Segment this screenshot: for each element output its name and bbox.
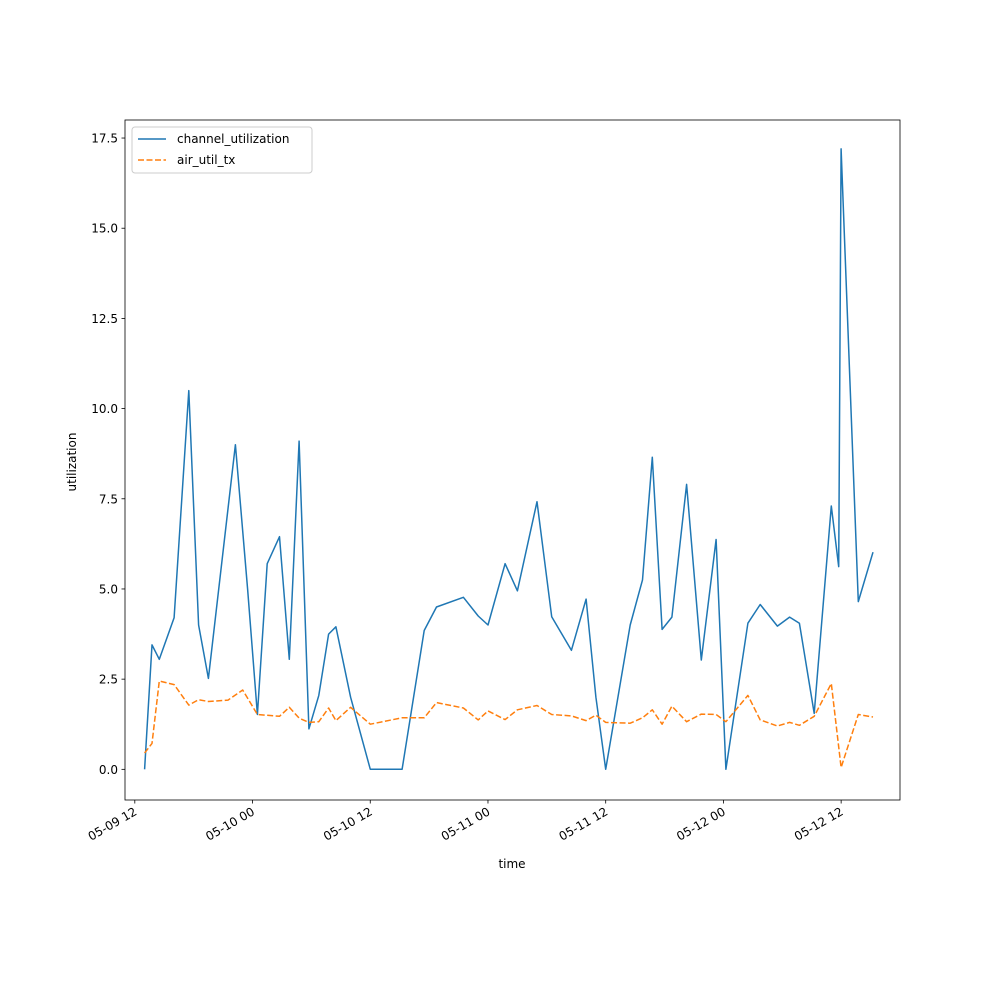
series-group [143,148,874,771]
y-axis-label: utilization [65,433,79,492]
y-tick-label: 5.0 [99,582,118,596]
y-tick-label: 15.0 [91,222,118,236]
y-tick-label: 10.0 [91,402,118,416]
series-line-air-util-tx [144,680,874,769]
series-line-channel-utilization [143,148,874,771]
y-tick-label: 0.0 [99,763,118,777]
legend-label-air-util-tx: air_util_tx [177,153,235,167]
legend-label-channel-utilization: channel_utilization [177,132,289,146]
legend: channel_utilization air_util_tx [131,126,313,174]
legend-box [131,126,313,174]
axes-frame [124,119,901,801]
x-axis-label: time [498,857,525,871]
y-tick-label: 17.5 [91,132,118,146]
y-tick-label: 12.5 [91,312,118,326]
y-tick-label: 7.5 [99,492,118,506]
y-tick-label: 2.5 [99,673,118,687]
y-axis: 0.0 2.5 5.0 7.5 10.0 12.5 15.0 17.5 [91,132,125,777]
